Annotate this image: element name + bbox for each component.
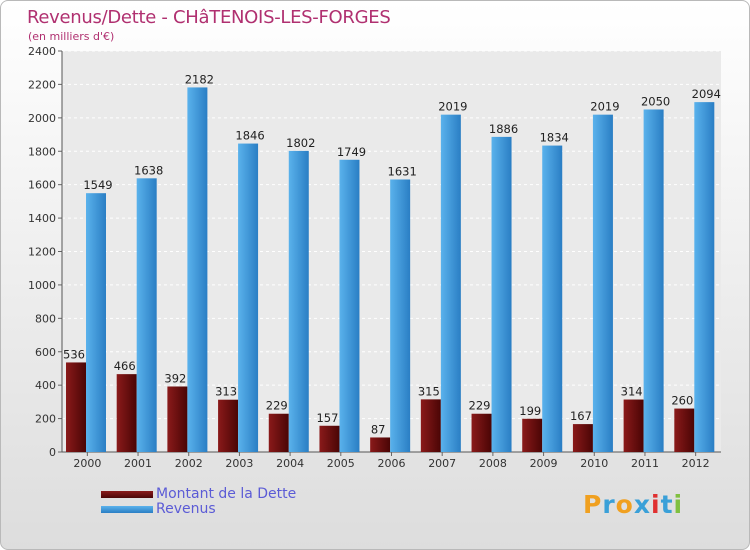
data-label-dette: 392 [164, 372, 186, 386]
bar-revenus [339, 159, 360, 453]
logo-letter: x [633, 490, 651, 519]
x-tick-label: 2002 [175, 457, 203, 470]
data-label-dette: 314 [621, 385, 643, 399]
bar-revenus [542, 145, 563, 453]
x-tick-label: 2011 [631, 457, 659, 470]
data-label-revenus: 1846 [235, 129, 264, 143]
data-label-revenus: 2050 [641, 94, 670, 108]
data-label-dette: 167 [570, 409, 592, 423]
data-label-dette: 229 [266, 399, 288, 413]
bar-dette [623, 399, 644, 452]
bar-dette [370, 437, 391, 452]
logo-letter: i [673, 490, 684, 519]
x-tick-label: 2007 [428, 457, 456, 470]
y-tick-label: 1400 [28, 212, 56, 225]
legend-label-dette: Montant de la Dette [156, 486, 297, 502]
legend-swatch-revenus [101, 506, 153, 513]
x-tick-label: 2008 [479, 457, 507, 470]
data-label-revenus: 1886 [489, 122, 518, 136]
logo-letter: i [651, 490, 661, 519]
bar-dette [319, 425, 340, 452]
data-label-dette: 87 [371, 422, 386, 436]
data-label-revenus: 2019 [438, 100, 467, 114]
y-tick-label: 2400 [28, 45, 56, 58]
bar-dette [167, 386, 188, 452]
bar-revenus [592, 114, 613, 452]
bar-revenus [390, 179, 411, 453]
logo-letter: P [583, 490, 603, 519]
y-tick-label: 2000 [28, 112, 56, 125]
bar-dette [116, 374, 137, 452]
bar-revenus [187, 87, 208, 452]
data-label-revenus: 1749 [337, 145, 366, 159]
legend-label-revenus: Revenus [156, 501, 216, 517]
x-tick-label: 2001 [124, 457, 152, 470]
bar-dette [268, 413, 289, 452]
data-label-dette: 260 [671, 394, 693, 408]
data-label-revenus: 2019 [590, 100, 619, 114]
data-label-revenus: 1834 [540, 131, 569, 145]
data-label-dette: 229 [469, 399, 491, 413]
x-tick-label: 2005 [327, 457, 355, 470]
logo-letter: r [602, 490, 616, 519]
bar-revenus [86, 193, 106, 452]
chart-title: Revenus/Dette - CHâTENOIS-LES-FORGES [27, 7, 391, 28]
data-label-dette: 466 [114, 359, 136, 373]
bar-revenus [136, 178, 157, 452]
y-tick-label: 400 [35, 379, 56, 392]
y-tick-label: 1200 [28, 246, 56, 259]
x-tick-label: 2003 [225, 457, 253, 470]
y-tick-label: 600 [35, 346, 56, 359]
y-tick-label: 1800 [28, 145, 56, 158]
y-tick-label: 1600 [28, 179, 56, 192]
logo-letter: o [615, 490, 634, 519]
bar-revenus [238, 143, 259, 453]
bar-dette [420, 399, 441, 452]
logo-letter: t [660, 490, 674, 519]
y-tick-label: 1000 [28, 279, 56, 292]
data-label-revenus: 1631 [388, 164, 417, 178]
x-tick-label: 2006 [378, 457, 406, 470]
data-label-dette: 199 [519, 404, 541, 418]
data-label-revenus: 1549 [83, 178, 112, 192]
x-tick-label: 2000 [73, 457, 101, 470]
y-tick-label: 0 [49, 446, 56, 459]
x-tick-label: 2009 [530, 457, 558, 470]
x-tick-label: 2012 [682, 457, 710, 470]
bar-revenus [643, 109, 664, 453]
data-label-dette: 313 [215, 385, 237, 399]
data-label-dette: 536 [63, 347, 85, 361]
bar-dette [572, 424, 593, 452]
y-tick-label: 200 [35, 413, 56, 426]
data-label-revenus: 2182 [185, 72, 214, 86]
bar-revenus [491, 136, 512, 452]
bar-revenus [694, 102, 715, 452]
data-label-revenus: 2094 [692, 87, 721, 101]
data-label-revenus: 1802 [286, 136, 315, 150]
bar-dette [218, 399, 239, 452]
x-tick-label: 2010 [580, 457, 608, 470]
y-tick-label: 2200 [28, 78, 56, 91]
proxiti-logo: Proxiti [583, 490, 683, 519]
bar-dette [522, 418, 543, 452]
bar-revenus [288, 150, 309, 452]
bar-dette [674, 408, 695, 452]
bar-revenus [440, 114, 461, 452]
bar-dette [471, 413, 492, 452]
bar-dette [66, 362, 86, 452]
chart-subtitle: (en milliers d'€) [28, 30, 115, 43]
data-label-dette: 157 [316, 411, 338, 425]
data-label-revenus: 1638 [134, 163, 163, 177]
legend-swatch-dette [101, 491, 153, 498]
y-tick-label: 800 [35, 312, 56, 325]
x-tick-label: 2004 [276, 457, 304, 470]
data-label-dette: 315 [418, 384, 440, 398]
